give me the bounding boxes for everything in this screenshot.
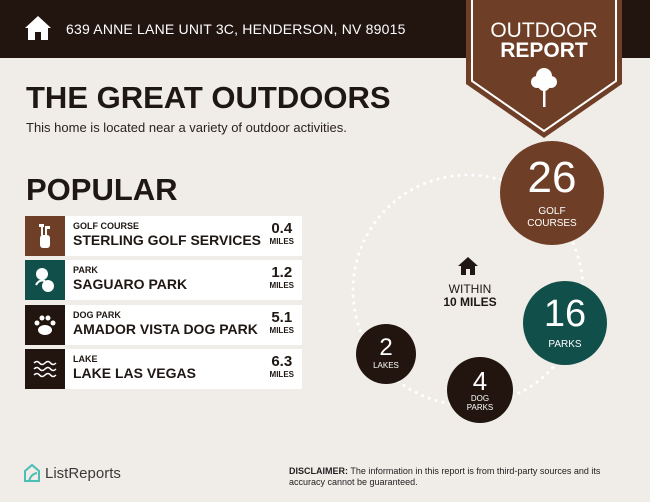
list-item[interactable]: PARK SAGUARO PARK 1.2 MILES (25, 260, 302, 300)
parks-count: 16 PARKS (523, 281, 607, 365)
item-category: LAKE (73, 354, 98, 364)
home-icon (25, 16, 51, 40)
disclaimer: DISCLAIMER: The information in this repo… (289, 466, 601, 487)
radius-label: WITHIN 10 MILES (443, 282, 497, 309)
item-name: SAGUARO PARK (73, 276, 188, 292)
dog-parks-count: 4 DOG PARKS (447, 357, 513, 423)
item-name: LAKE LAS VEGAS (73, 365, 196, 381)
item-unit: MILES (269, 326, 294, 335)
waves-icon (25, 349, 65, 389)
item-unit: MILES (269, 281, 294, 290)
item-name: STERLING GOLF SERVICES (73, 232, 261, 248)
item-distance: 6.3 (271, 353, 293, 370)
page-title: THE GREAT OUTDOORS (26, 80, 391, 115)
park-icon (25, 260, 65, 300)
listreports-logo: ListReports (45, 465, 121, 482)
item-name: AMADOR VISTA DOG PARK (73, 321, 258, 337)
badge-line1: OUTDOOR (490, 19, 598, 42)
golf-bag-icon (25, 216, 65, 256)
item-category: PARK (73, 265, 98, 275)
list-item[interactable]: GOLF COURSE STERLING GOLF SERVICES 0.4 MI… (25, 216, 302, 256)
item-distance: 1.2 (271, 264, 293, 281)
item-unit: MILES (269, 370, 294, 379)
listreports-logo-icon (24, 463, 40, 482)
item-category: GOLF COURSE (73, 221, 140, 231)
item-distance: 0.4 (271, 220, 293, 237)
tree-icon (531, 68, 557, 107)
item-unit: MILES (269, 237, 294, 246)
item-category: DOG PARK (73, 310, 121, 320)
property-address: 639 ANNE LANE UNIT 3C, HENDERSON, NV 890… (66, 21, 406, 37)
home-icon (458, 257, 478, 275)
page-subtitle: This home is located near a variety of o… (26, 120, 347, 135)
list-item[interactable]: LAKE LAKE LAS VEGAS 6.3 MILES (25, 349, 302, 389)
item-distance: 5.1 (271, 309, 293, 326)
paw-icon (25, 305, 65, 345)
badge-line2: REPORT (500, 39, 588, 62)
popular-heading: POPULAR (26, 172, 178, 207)
list-item[interactable]: DOG PARK AMADOR VISTA DOG PARK 5.1 MILES (25, 305, 302, 345)
lakes-count: 2 LAKES (356, 324, 416, 384)
golf-courses-count: 26 GOLF COURSES (500, 141, 604, 245)
